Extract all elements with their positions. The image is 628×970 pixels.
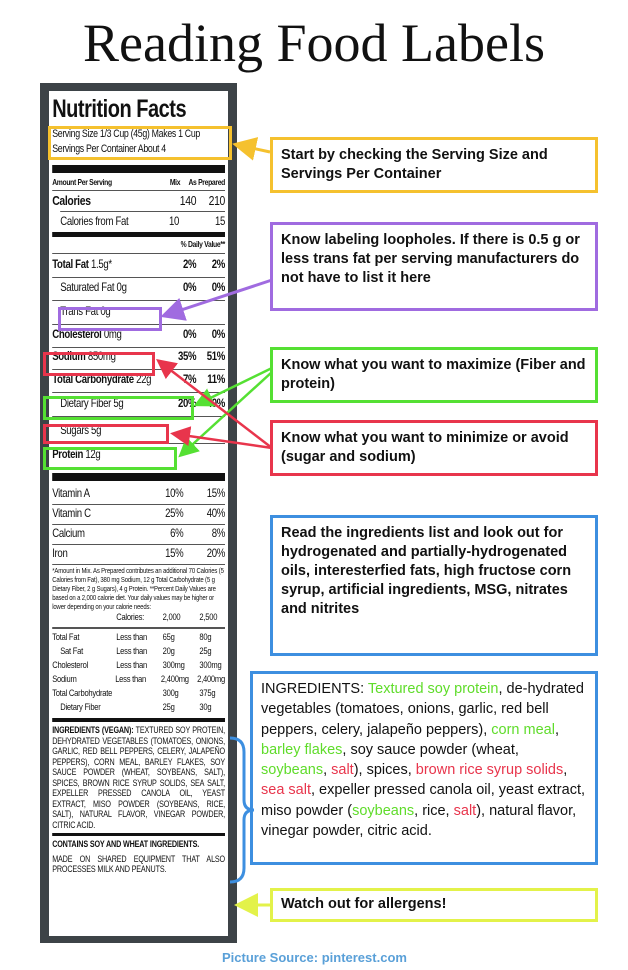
ingredient-segment: , [563,762,568,779]
sodium-arrow [156,358,273,449]
callout-minimize: Know what you want to minimize or avoid … [270,420,598,476]
calories-from-fat-row: Calories from Fat 10 15 [60,214,225,228]
trans-fat-arrow [160,278,273,321]
callout-maximize: Know what you want to maximize (Fiber an… [270,347,598,403]
nutrient-row: Protein 12g [52,447,101,461]
serving-arrow [232,137,271,161]
allergen-statement: CONTAINS SOY AND WHEAT INGREDIENTS. [52,839,200,849]
daily-value-table-row: Dietary Fiber 25g 30g [60,702,212,713]
callout-allergens: Watch out for allergens! [270,888,598,922]
daily-value-header: % Daily Value** [180,239,226,249]
ingredient-segment: corn meal [491,721,555,738]
ingredient-segment: barley flakes [261,741,343,758]
nutrition-label: Nutrition Facts Serving Size 1/3 Cup (45… [40,83,237,943]
vitamin-row: Iron 15% 20% [52,546,225,560]
nutrient-row: Saturated Fat 0g 0% 0% [60,280,225,294]
shared-equipment-note: MADE ON SHARED EQUIPMENT THAT ALSO PROCE… [52,853,226,875]
vitamin-row: Vitamin A 10% 15% [52,486,225,500]
callout-loopholes: Know labeling loopholes. If there is 0.5… [270,222,598,311]
ingredient-segment: ), spices, [353,762,416,779]
serving-size: Serving Size 1/3 Cup (45g) Makes 1 Cup [52,128,200,140]
calories-row: Calories 140 210 [52,193,225,208]
nutrient-row: Total Fat 1.5g* 2% 2% [52,257,225,271]
sugars-arrow [170,426,273,450]
ingredient-segment: , expeller pressed canola oil, yeast ext… [261,782,586,819]
ingredient-segment: soybeans [352,802,415,819]
ingredient-segment: , soy sauce powder (wheat, [342,741,519,758]
ingredient-segment: , rice, [414,802,454,819]
fiber-highlight [43,396,194,420]
daily-value-table-row: Cholesterol Less than 300mg 300mg [52,660,222,671]
ingredient-segment: sea salt [261,782,311,799]
servings-per-container: Servings Per Container About 4 [52,143,166,155]
ingredient-segment: Textured soy protein [367,681,499,697]
label-lower-section: *Amount in Mix. As Prepared contributes … [52,566,225,875]
ingredient-segment: , de-hydrated vegetables (tomatoes, onio… [261,681,584,738]
picture-source: Picture Source: pinterest.com [222,950,407,965]
col-mix: Mix [169,177,181,187]
daily-value-table-row: Sodium Less than 2,400mg 2,400mg [52,674,225,685]
ingredients-box: INGREDIENTS: Textured soy protein, de-hy… [250,671,598,865]
daily-value-table-row: Total Carbohydrate 300g 375g [52,688,216,699]
sodium-highlight [43,352,155,376]
ingredient-segment: INGREDIENTS: [261,681,368,697]
callout-ingredients: Read the ingredients list and look out f… [270,515,598,656]
label-ingredients: Ingredients (Vegan): Textured soy protei… [52,725,226,830]
vitamin-row: Calcium 6% 8% [52,526,225,540]
nutrition-label-body: Nutrition Facts Serving Size 1/3 Cup (45… [49,91,228,936]
serving-highlight [48,126,232,160]
vitamin-row: Vitamin C 25% 40% [52,506,225,520]
sugars-highlight [43,424,169,444]
page-title: Reading Food Labels [83,13,545,73]
daily-value-table: Calories: 2,000 2,500 Total Fat Less than 65g… [52,611,225,715]
ingredient-segment: soybeans [261,762,324,779]
daily-value-table-row: Sat Fat Less than 20g 25g [60,646,212,657]
daily-value-table-row: Total Fat Less than 65g 80g [52,632,212,643]
fiber-arrow [193,366,273,407]
nutrition-label-background [49,91,228,936]
ingredient-segment: , [554,721,559,738]
ingredient-segment: brown rice syrup solids [415,762,564,779]
footnote: *Amount in Mix. As Prepared contributes … [52,566,224,611]
protein-highlight [43,447,177,470]
divider [52,165,226,173]
callout-serving: Start by checking the Serving Size and S… [270,137,598,193]
col-header: Amount Per Serving [52,177,112,187]
daily-value-table-row: Calories: 2,000 2,500 [116,612,218,623]
ingredients-brace [229,736,255,884]
ingredient-segment: salt [453,802,477,819]
ingredient-segment: salt [331,762,354,779]
ingredient-segment: , [323,762,332,779]
nutrition-facts-heading: Nutrition Facts [52,95,187,123]
ingredient-segment: ), natural flavor, vinegar powder, citri… [261,802,577,840]
col-prepared: As Prepared [188,177,225,187]
